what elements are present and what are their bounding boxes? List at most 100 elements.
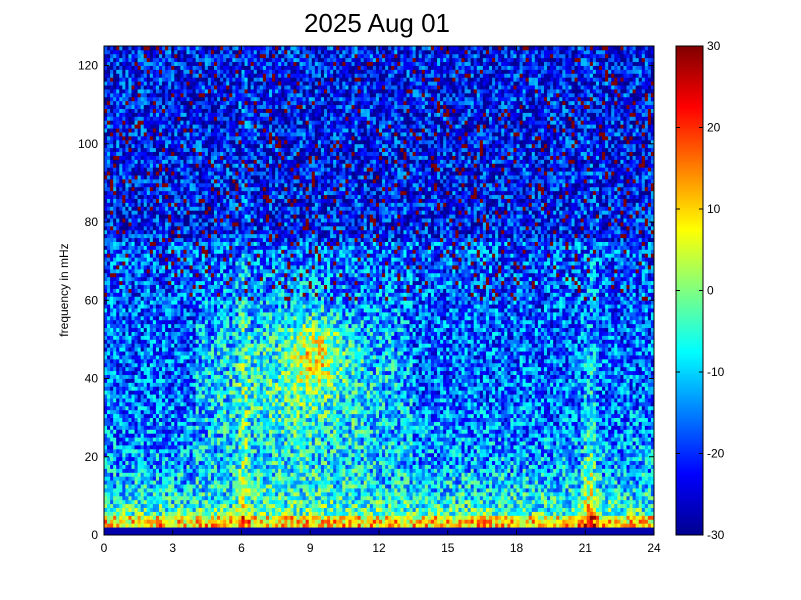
heatmap-cell xyxy=(187,308,190,312)
heatmap-cell xyxy=(174,206,177,210)
heatmap-cell xyxy=(156,54,159,58)
heatmap-cell xyxy=(214,351,217,355)
heatmap-cell xyxy=(150,202,153,206)
heatmap-cell xyxy=(208,359,211,363)
heatmap-cell xyxy=(110,418,113,422)
heatmap-cell xyxy=(138,124,141,128)
heatmap-cell xyxy=(122,461,125,465)
heatmap-cell xyxy=(104,93,107,97)
heatmap-cell xyxy=(217,457,220,461)
heatmap-cell xyxy=(147,163,150,167)
heatmap-cell xyxy=(162,508,165,512)
heatmap-cell xyxy=(153,465,156,469)
heatmap-cell xyxy=(119,214,122,218)
heatmap-cell xyxy=(211,457,214,461)
heatmap-cell xyxy=(150,457,153,461)
heatmap-cell xyxy=(104,386,107,390)
heatmap-cell xyxy=(156,320,159,324)
heatmap-cell xyxy=(162,500,165,504)
heatmap-cell xyxy=(119,500,122,504)
heatmap-cell xyxy=(156,379,159,383)
heatmap-cell xyxy=(165,382,168,386)
heatmap-cell xyxy=(199,445,202,449)
heatmap-cell xyxy=(141,312,144,316)
heatmap-cell xyxy=(183,167,186,171)
heatmap-cell xyxy=(193,308,196,312)
heatmap-cell xyxy=(119,136,122,140)
heatmap-cell xyxy=(187,335,190,339)
heatmap-cell xyxy=(162,210,165,214)
heatmap-cell xyxy=(205,437,208,441)
heatmap-cell xyxy=(165,89,168,93)
heatmap-cell xyxy=(153,457,156,461)
heatmap-cell xyxy=(128,304,131,308)
heatmap-cell xyxy=(150,527,153,531)
heatmap-cell xyxy=(135,398,138,402)
heatmap-cell xyxy=(199,418,202,422)
heatmap-cell xyxy=(190,136,193,140)
heatmap-cell xyxy=(153,508,156,512)
heatmap-cell xyxy=(211,355,214,359)
heatmap-cell xyxy=(125,226,128,230)
heatmap-cell xyxy=(132,476,135,480)
heatmap-cell xyxy=(214,195,217,199)
heatmap-cell xyxy=(190,93,193,97)
heatmap-cell xyxy=(147,508,150,512)
heatmap-cell xyxy=(208,292,211,296)
heatmap-cell xyxy=(125,379,128,383)
heatmap-cell xyxy=(196,234,199,238)
heatmap-cell xyxy=(205,414,208,418)
heatmap-cell xyxy=(196,312,199,316)
heatmap-cell xyxy=(116,371,119,375)
heatmap-cell xyxy=(220,234,223,238)
heatmap-cell xyxy=(110,73,113,77)
heatmap-cell xyxy=(202,93,205,97)
heatmap-cell xyxy=(141,113,144,117)
heatmap-cell xyxy=(135,512,138,516)
heatmap-cell xyxy=(132,382,135,386)
heatmap-cell xyxy=(110,289,113,293)
heatmap-cell xyxy=(156,523,159,527)
heatmap-cell xyxy=(193,77,196,81)
heatmap-cell xyxy=(208,58,211,62)
heatmap-cell xyxy=(153,476,156,480)
heatmap-cell xyxy=(174,69,177,73)
heatmap-cell xyxy=(141,101,144,105)
heatmap-cell xyxy=(174,457,177,461)
heatmap-cell xyxy=(119,113,122,117)
heatmap-cell xyxy=(180,422,183,426)
heatmap-cell xyxy=(125,89,128,93)
heatmap-cell xyxy=(119,343,122,347)
heatmap-cell xyxy=(165,519,168,523)
heatmap-cell xyxy=(104,472,107,476)
heatmap-cell xyxy=(153,116,156,120)
heatmap-cell xyxy=(122,214,125,218)
heatmap-cell xyxy=(205,461,208,465)
heatmap-cell xyxy=(125,472,128,476)
heatmap-cell xyxy=(202,515,205,519)
heatmap-cell xyxy=(125,422,128,426)
heatmap-cell xyxy=(208,285,211,289)
heatmap-cell xyxy=(150,367,153,371)
heatmap-cell xyxy=(156,124,159,128)
heatmap-cell xyxy=(107,66,110,70)
heatmap-cell xyxy=(128,476,131,480)
heatmap-cell xyxy=(122,156,125,160)
heatmap-cell xyxy=(174,128,177,132)
heatmap-cell xyxy=(214,171,217,175)
heatmap-cell xyxy=(196,116,199,120)
heatmap-cell xyxy=(180,62,183,66)
heatmap-cell xyxy=(107,93,110,97)
heatmap-cell xyxy=(180,394,183,398)
heatmap-cell xyxy=(177,457,180,461)
heatmap-cell xyxy=(202,355,205,359)
heatmap-cell xyxy=(168,402,171,406)
heatmap-cell xyxy=(107,46,110,50)
heatmap-cell xyxy=(217,116,220,120)
heatmap-cell xyxy=(116,109,119,113)
heatmap-cell xyxy=(156,226,159,230)
heatmap-cell xyxy=(202,109,205,113)
heatmap-cell xyxy=(193,484,196,488)
heatmap-cell xyxy=(211,246,214,250)
heatmap-cell xyxy=(153,292,156,296)
